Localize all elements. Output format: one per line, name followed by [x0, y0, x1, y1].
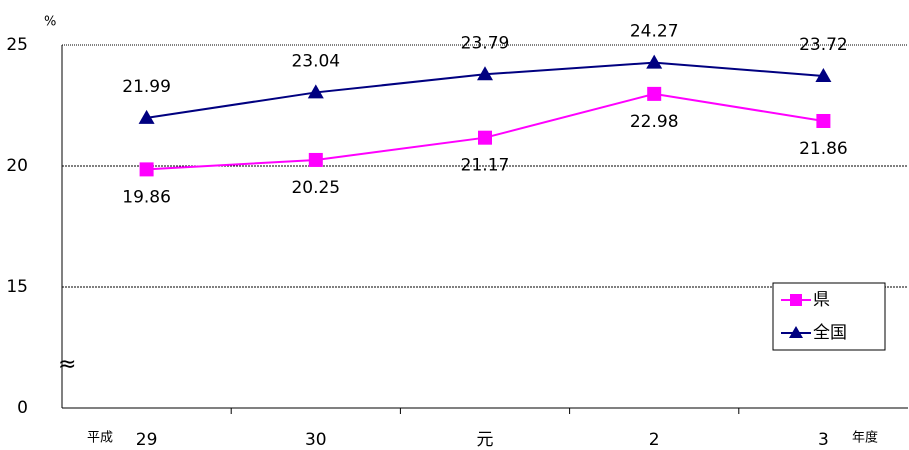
y-tick-label: 0: [17, 398, 28, 418]
data-point: [138, 109, 155, 124]
data-label: 21.86: [799, 139, 848, 159]
y-tick-label: 20: [6, 156, 28, 176]
data-point: [646, 54, 663, 69]
data-point: [816, 113, 831, 128]
y-axis-unit: %: [44, 15, 56, 30]
axis-break-symbol: ≈: [58, 352, 76, 377]
data-point: [307, 84, 324, 99]
data-label: 19.86: [122, 187, 171, 207]
data-point: [477, 66, 493, 81]
legend-label: 県: [813, 290, 830, 310]
data-label: 23.72: [799, 35, 848, 55]
x-axis-label: 年度: [852, 430, 878, 446]
data-point: [478, 130, 492, 145]
data-label: 21.17: [461, 156, 510, 176]
y-tick-label: 15: [6, 277, 28, 297]
legend: 県全国: [772, 282, 886, 351]
data-label: 20.25: [291, 178, 340, 198]
y-tick-label: 25: [6, 35, 28, 55]
data-point: [308, 152, 323, 167]
data-point: [815, 67, 832, 82]
era-label: 平成: [87, 431, 113, 446]
data-label: 23.04: [291, 51, 340, 71]
x-tick-label: 3: [818, 430, 829, 450]
x-tick-label: 2: [649, 430, 660, 450]
data-label: 22.98: [630, 112, 679, 132]
legend-marker: [789, 326, 803, 338]
data-label: 23.79: [461, 33, 510, 53]
x-tick-label: 29: [136, 430, 158, 450]
data-point: [647, 86, 662, 101]
x-tick-label: 30: [305, 430, 327, 450]
x-tick-label: 元: [477, 430, 494, 450]
data-label: 21.99: [122, 77, 171, 97]
data-label: 24.27: [630, 22, 679, 42]
data-point: [139, 162, 154, 177]
legend-label: 全国: [813, 323, 847, 343]
legend-marker: [790, 294, 802, 306]
